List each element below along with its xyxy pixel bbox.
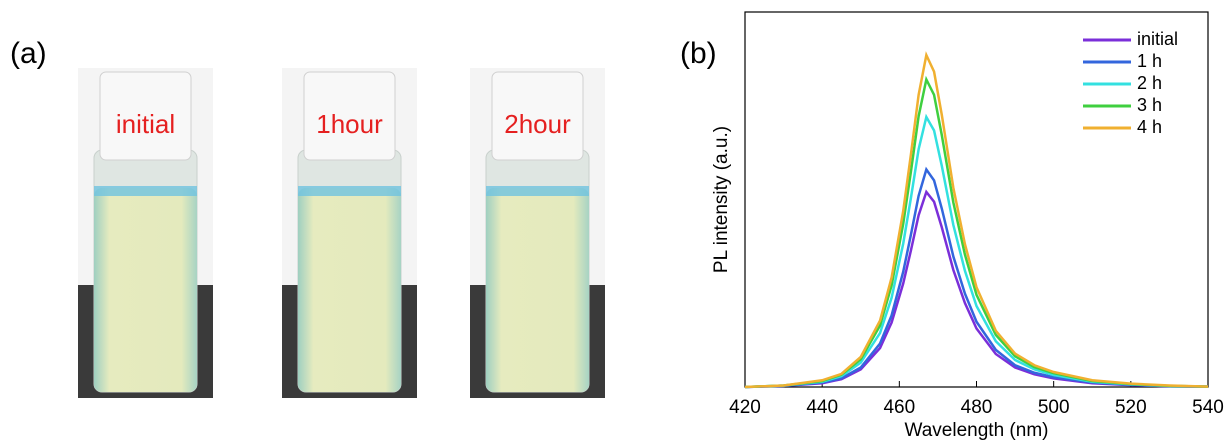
legend-label: 1 h xyxy=(1137,51,1162,71)
line-series xyxy=(745,170,1208,388)
line-series xyxy=(745,117,1208,387)
x-tick-label: 500 xyxy=(1038,397,1070,418)
legend-label: 4 h xyxy=(1137,117,1162,137)
vial-liquid xyxy=(486,188,589,392)
legend-label: 2 h xyxy=(1137,73,1162,93)
photos: initial 1hour 2hour xyxy=(78,68,605,398)
panel-label: (b) xyxy=(680,37,717,70)
vial-label: initial xyxy=(116,109,175,139)
vial-liquid xyxy=(94,188,197,392)
y-axis-label: PL intensity (a.u.) xyxy=(711,126,732,273)
legend-label: initial xyxy=(1137,29,1178,49)
vial-liquid xyxy=(298,188,401,392)
x-tick-label: 420 xyxy=(729,397,761,418)
liquid-surface xyxy=(94,186,197,196)
x-axis-label: Wavelength (nm) xyxy=(905,420,1049,441)
vial-label: 2hour xyxy=(504,109,571,139)
chart: 420 440 460 480 500 520 540 Wavelength (nm) PL i… xyxy=(711,12,1224,441)
x-tick-label: 520 xyxy=(1115,397,1147,418)
x-tick-label: 480 xyxy=(961,397,993,418)
x-tick-label: 440 xyxy=(806,397,838,418)
liquid-surface xyxy=(298,186,401,196)
x-tick-label: 460 xyxy=(883,397,915,418)
x-tick-label: 540 xyxy=(1192,397,1224,418)
legend-label: 3 h xyxy=(1137,95,1162,115)
panel-label: (a) xyxy=(10,37,47,70)
liquid-surface xyxy=(486,186,589,196)
vial-label: 1hour xyxy=(316,109,383,139)
figure: (a) (b) initial 1hour 2hour 420 440 460 480 50… xyxy=(0,0,1232,445)
